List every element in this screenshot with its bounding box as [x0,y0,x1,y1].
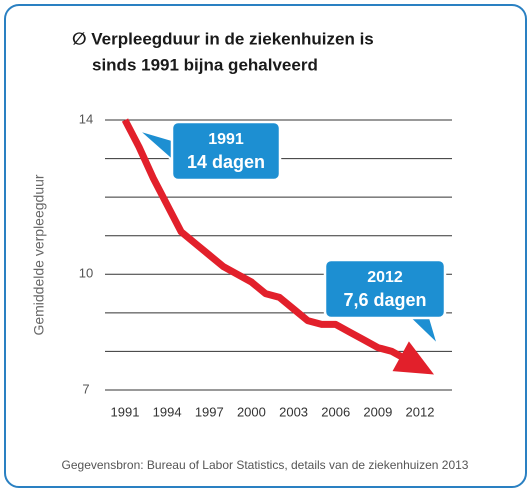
callout-title: 2012 [367,269,403,286]
y-tick-label: 10 [79,266,93,281]
chart-title: sinds 1991 bijna gehalveerd [92,55,318,74]
x-tick-label: 1991 [111,404,140,419]
y-tick-label: 14 [79,111,93,126]
y-axis-label: Gemiddelde verpleegduur [31,174,47,335]
arrow-head [392,341,435,375]
x-tick-label: 2012 [406,404,435,419]
y-tick-label: 7 [82,381,89,396]
x-tick-label: 2000 [237,404,266,419]
x-tick-label: 2009 [363,404,392,419]
x-tick-label: 1997 [195,404,224,419]
callout-text: 14 dagen [187,152,265,172]
source: Gegevensbron: Bureau of Labor Statistics… [62,458,469,472]
callout-box [323,258,447,320]
data-line [121,118,422,370]
callout: 1991 14 dagen [137,120,282,182]
callout-title: 1991 [208,131,244,148]
callout-text: 7,6 dagen [343,290,426,310]
x-tick-label: 1994 [153,404,182,419]
callout: 2012 7,6 dagen [323,258,447,349]
x-tick-label: 2006 [321,404,350,419]
callout-box [170,120,282,182]
chart-title: ∅ Verpleegduur in de ziekenhuizen is [72,29,374,48]
x-tick-label: 2003 [279,404,308,419]
